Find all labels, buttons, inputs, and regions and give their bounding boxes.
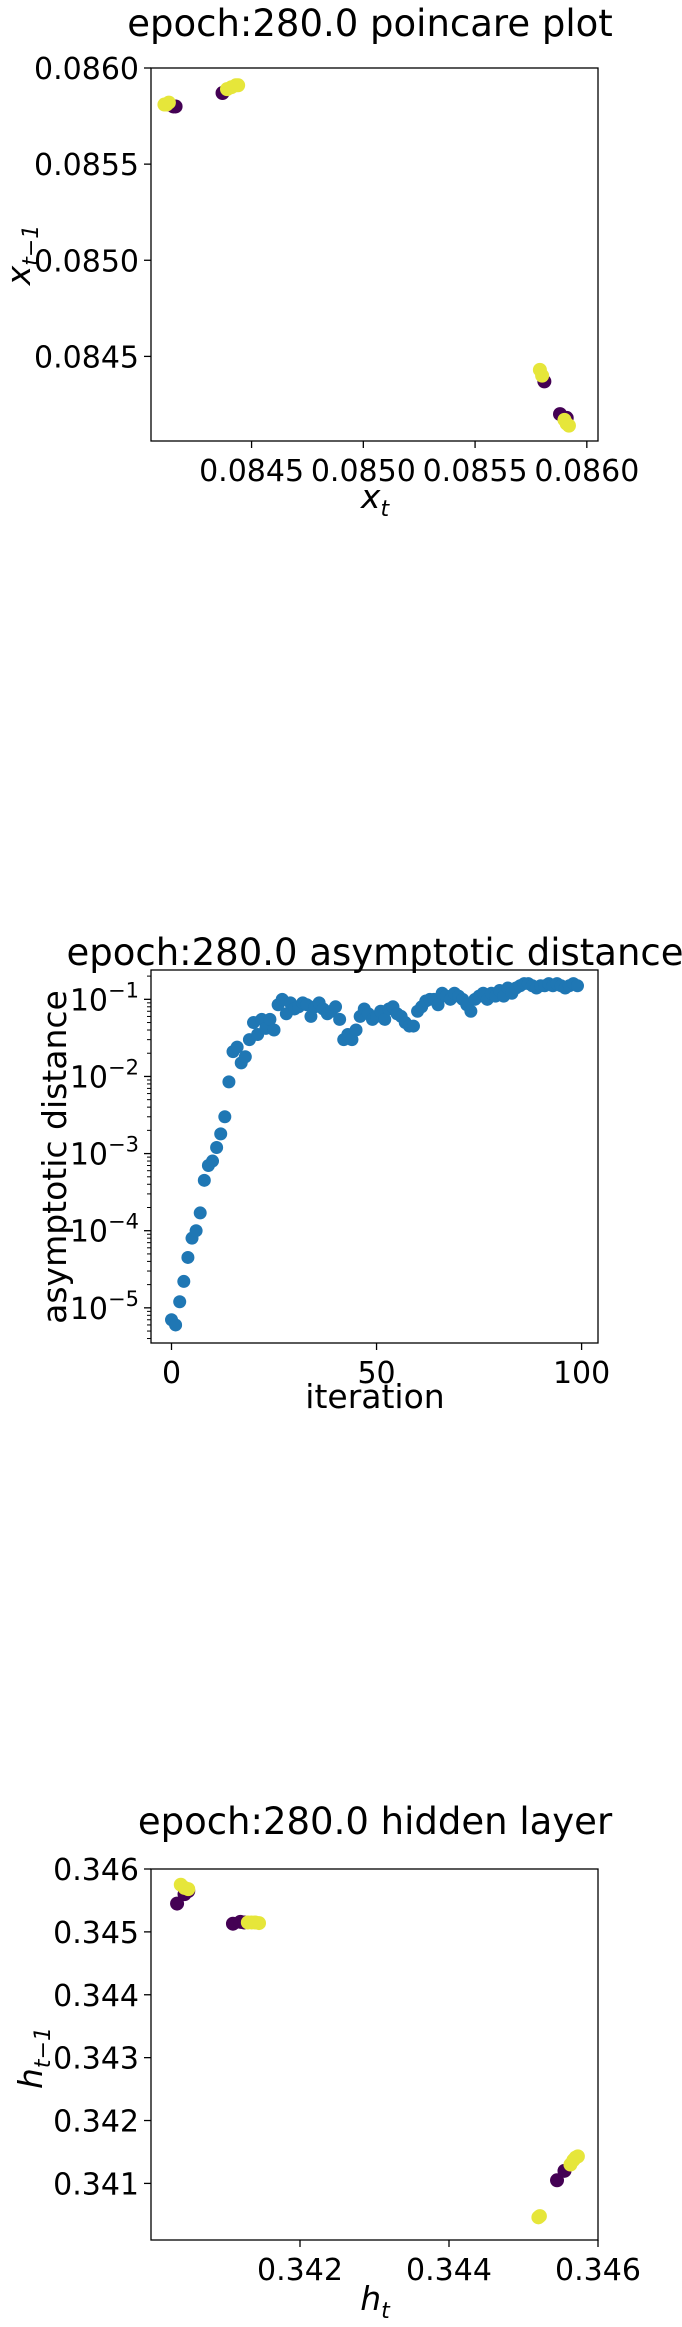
x-tick-label: 50 <box>357 1356 395 1391</box>
y-tick-label: 10−3 <box>70 1133 139 1173</box>
y-tick-label: 10−4 <box>70 1210 139 1250</box>
data-point <box>263 1012 277 1026</box>
data-point <box>161 95 176 110</box>
data-point <box>378 1012 392 1026</box>
x-tick-label: 0.346 <box>555 2253 641 2288</box>
data-point <box>206 1154 220 1168</box>
data-point <box>177 1274 191 1288</box>
data-point <box>431 998 445 1012</box>
y-tick-label: 0.342 <box>53 2105 139 2140</box>
data-point <box>252 1916 267 1931</box>
y-tick-label: 10−1 <box>70 978 139 1018</box>
plot-frame <box>150 1868 599 2241</box>
data-point <box>197 1173 211 1187</box>
data-point <box>210 1140 224 1154</box>
x-axis-label: ht <box>360 2279 391 2323</box>
x-tick-label: 0.0855 <box>423 454 528 489</box>
data-point <box>349 1023 363 1037</box>
chart-title: epoch:280.0 hidden layer <box>138 1800 613 1843</box>
asymptotic-panel: epoch:280.0 asymptotic distance 0 50 100 10… <box>0 900 682 1420</box>
chart-title: epoch:280.0 poincare plot <box>127 2 613 45</box>
data-point <box>222 1075 236 1089</box>
poincare-chart: epoch:280.0 poincare plot 0.0845 0.0850 0.… <box>0 2 639 522</box>
data-point <box>570 2149 585 2164</box>
x-tick-label: 0.342 <box>257 2253 343 2288</box>
y-tick-label: 0.0860 <box>34 52 139 87</box>
data-point <box>267 1023 281 1037</box>
data-point <box>406 1019 420 1033</box>
y-tick-label: 0.345 <box>53 1916 139 1951</box>
y-tick-label: 0.0855 <box>34 148 139 183</box>
data-point <box>218 1110 232 1124</box>
hidden-layer-panel: epoch:280.0 hidden layer 0.342 0.344 0.346… <box>0 1790 682 2324</box>
plot-frame <box>150 969 599 1344</box>
data-point <box>329 1000 343 1014</box>
data-point <box>532 2209 547 2224</box>
chart-title: epoch:280.0 asymptotic distance <box>66 931 682 974</box>
x-tick-label: 0.0850 <box>311 454 416 489</box>
poincare-panel: epoch:280.0 poincare plot 0.0845 0.0850 0.… <box>0 0 682 522</box>
data-point <box>535 368 550 383</box>
data-point <box>570 979 584 993</box>
x-axis-label: iteration <box>305 1377 444 1416</box>
asymptotic-distance-chart: epoch:280.0 asymptotic distance 0 50 100 10… <box>35 931 682 1416</box>
x-tick-label: 0.0845 <box>199 454 304 489</box>
y-tick-label: 10−5 <box>70 1287 139 1327</box>
data-point <box>181 1250 195 1264</box>
y-axis-label: xt−1 <box>0 225 44 287</box>
data-point <box>550 2173 565 2188</box>
y-tick-label: 0.0850 <box>34 244 139 279</box>
data-point <box>238 1050 252 1064</box>
y-axis-label: asymptotic distance <box>35 990 74 1324</box>
y-axis-label: ht−1 <box>11 2027 56 2089</box>
data-point <box>214 1127 228 1141</box>
x-tick-label: 0.344 <box>406 2253 492 2288</box>
y-tick-label: 0.0845 <box>34 340 139 375</box>
data-point <box>193 1206 207 1220</box>
plot-frame <box>150 67 599 442</box>
y-tick-label: 0.341 <box>53 2167 139 2202</box>
x-axis-label: xt <box>360 477 391 520</box>
y-tick-label: 0.343 <box>53 2042 139 2077</box>
x-tick-label: 0 <box>162 1356 181 1391</box>
data-point <box>231 78 246 93</box>
x-tick-label: 100 <box>553 1356 610 1391</box>
x-tick-label: 0.0860 <box>534 454 639 489</box>
data-point <box>561 418 576 433</box>
data-point <box>464 1004 478 1018</box>
hidden-layer-chart: epoch:280.0 hidden layer 0.342 0.344 0.346… <box>11 1800 641 2324</box>
data-point <box>173 1295 187 1309</box>
data-point <box>189 1224 203 1238</box>
data-point <box>181 1882 196 1897</box>
y-tick-label: 10−2 <box>70 1055 139 1095</box>
data-point <box>230 1040 244 1054</box>
y-tick-label: 0.344 <box>53 1979 139 2014</box>
y-tick-label: 0.346 <box>53 1853 139 1888</box>
data-point <box>333 1012 347 1026</box>
data-point <box>169 1318 183 1332</box>
data-point <box>170 1896 185 1911</box>
